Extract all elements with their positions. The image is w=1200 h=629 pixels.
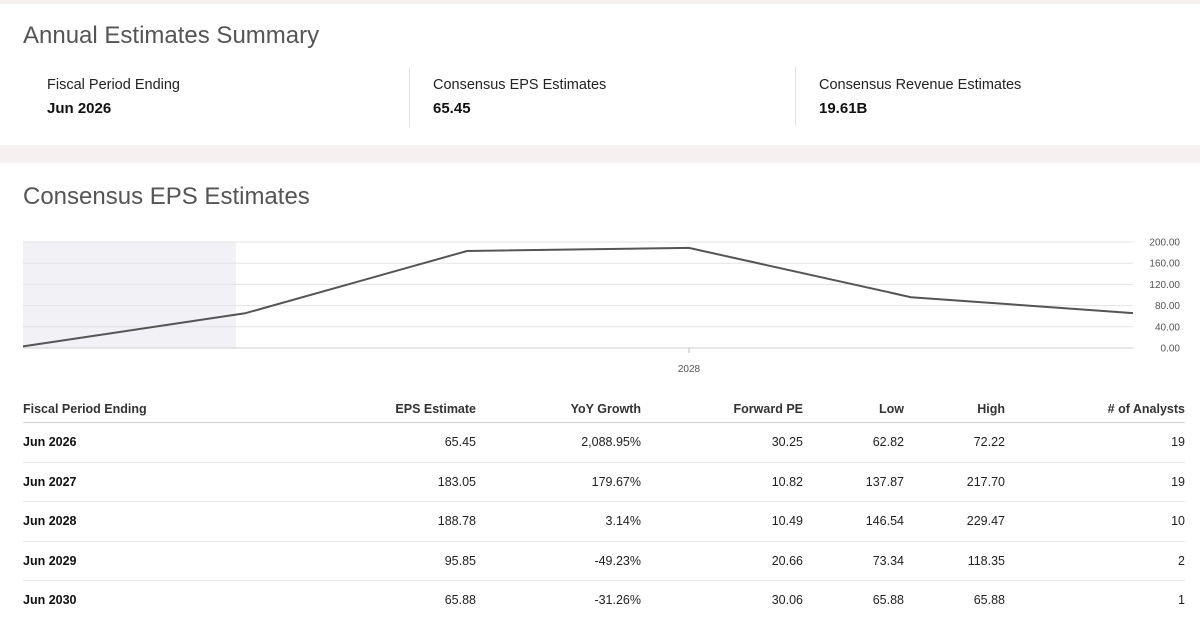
cell-period: Jun 2028 [23,501,183,542]
cell-forward-pe: 10.49 [641,501,803,542]
chart-gridlines [23,241,1133,349]
summary-divider [795,67,796,126]
eps-data-point[interactable] [1130,310,1136,316]
column-header-high[interactable]: High [904,395,1005,423]
cell-forward-pe: 20.66 [641,541,803,581]
table-header-row: Fiscal Period Ending EPS Estimate YoY Gr… [23,395,1185,423]
cell-period: Jun 2027 [23,462,183,502]
cell-eps: 188.78 [183,501,476,542]
eps-data-point[interactable] [464,248,470,254]
y-tick-label: 40.00 [1155,322,1180,333]
cell-forward-pe: 30.06 [771,593,803,608]
eps-series-line [22,246,1134,348]
y-tick-label: 160.00 [1149,259,1180,270]
cell-high: 118.35 [904,541,1005,581]
cell-period: Jun 2029 [23,541,183,581]
eps-data-point[interactable] [686,245,692,251]
cell-yoy: 3.14% [476,501,641,542]
cell-yoy: -31.26% [594,593,641,608]
y-tick-label: 120.00 [1149,280,1180,291]
cell-low: 73.34 [803,541,904,581]
summary-card-value: Jun 2026 [47,100,112,117]
eps-data-point[interactable] [20,343,26,349]
table-row: Jun 2026 65.45 2,088.95% 30.25 62.82 72.… [23,422,1185,463]
cell-period: Jun 2026 [23,422,183,463]
cell-eps: 183.05 [183,462,476,502]
cell-high: 229.47 [904,501,1005,542]
summary-card-value: 19.61B [819,100,868,117]
cell-forward-pe: 10.82 [641,462,803,502]
cell-high: 65.88 [973,593,1005,608]
eps-data-point[interactable] [908,294,914,300]
cell-analysts: 19 [1005,422,1185,463]
y-tick-label: 200.00 [1149,238,1180,249]
summary-title: Annual Estimates Summary [23,22,320,49]
cell-analysts: 2 [1005,541,1185,581]
summary-card-label: Consensus Revenue Estimates [819,77,1022,93]
x-tick-label: 2028 [678,364,701,375]
summary-card-label: Consensus EPS Estimates [433,77,607,93]
table-row: Jun 2027 183.05 179.67% 10.82 137.87 217… [23,462,1185,502]
cell-low: 62.82 [803,422,904,463]
summary-card-fiscal-period: Fiscal Period Ending Jun 2026 [47,66,397,126]
cell-forward-pe: 30.25 [641,422,803,463]
top-border-strip [0,0,1200,4]
column-header-analysts[interactable]: # of Analysts [1005,395,1185,423]
section-separator [0,145,1200,163]
cell-analysts: 1 [1178,593,1185,608]
y-tick-label: 0.00 [1161,344,1181,355]
cell-low: 146.54 [803,501,904,542]
cell-low: 137.87 [803,462,904,502]
cell-eps: 65.88 [444,593,476,608]
cell-yoy: 179.67% [476,462,641,502]
cell-eps: 65.45 [183,422,476,463]
chart-x-axis: 2028 [678,348,701,375]
column-header-eps[interactable]: EPS Estimate [183,395,476,423]
summary-card-label: Fiscal Period Ending [47,77,180,93]
cell-low: 65.88 [872,593,904,608]
table-row: Jun 2028 188.78 3.14% 10.49 146.54 229.4… [23,501,1185,542]
y-tick-label: 80.00 [1155,301,1180,312]
summary-divider [409,67,410,126]
summary-card-value: 65.45 [433,100,471,117]
cell-high: 217.70 [904,462,1005,502]
cell-yoy: 2,088.95% [476,422,641,463]
table-row: Jun 2030 65.88 -31.26% 30.06 65.88 65.88… [23,581,1185,620]
column-header-period[interactable]: Fiscal Period Ending [23,395,183,423]
column-header-yoy[interactable]: YoY Growth [476,395,641,423]
eps-line-chart[interactable]: 200.00 160.00 120.00 80.00 40.00 0.00 2028 [0,230,1200,385]
eps-data-point[interactable] [242,310,248,316]
chart-y-axis: 200.00 160.00 120.00 80.00 40.00 0.00 [1149,238,1180,355]
chart-shaded-region [23,242,236,348]
cell-period: Jun 2030 [23,593,77,608]
column-header-forward-pe[interactable]: Forward PE [641,395,803,423]
cell-analysts: 19 [1005,462,1185,502]
cell-yoy: -49.23% [476,541,641,581]
cell-high: 72.22 [904,422,1005,463]
table-row: Jun 2029 95.85 -49.23% 20.66 73.34 118.3… [23,541,1185,581]
summary-card-eps: Consensus EPS Estimates 65.45 [433,66,783,126]
column-header-low[interactable]: Low [803,395,904,423]
cell-eps: 95.85 [183,541,476,581]
eps-estimates-table: Fiscal Period Ending EPS Estimate YoY Gr… [23,395,1185,620]
eps-section-title: Consensus EPS Estimates [23,183,310,210]
summary-card-revenue: Consensus Revenue Estimates 19.61B [819,66,1169,126]
cell-analysts: 10 [1005,501,1185,542]
